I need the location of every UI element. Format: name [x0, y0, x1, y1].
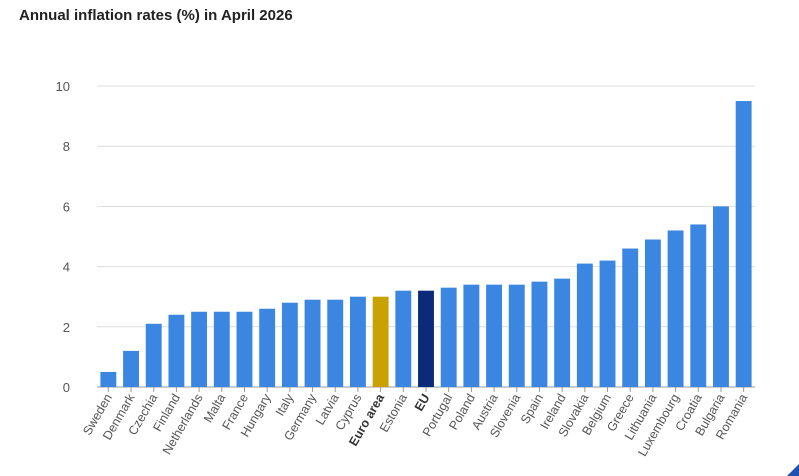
bar-slovenia — [508, 284, 525, 387]
bar-germany — [304, 299, 321, 387]
bar-sweden — [100, 371, 117, 387]
y-tick-label: 4 — [63, 260, 70, 275]
bar-romania — [735, 101, 752, 388]
bar-denmark — [123, 350, 139, 387]
bar-greece — [622, 248, 639, 387]
chart-title: Annual inflation rates (%) in April 2026 — [19, 7, 293, 24]
bar-cyprus — [349, 296, 366, 387]
y-tick-label: 8 — [63, 139, 70, 154]
bar-luxembourg — [667, 230, 684, 387]
bar-austria — [486, 284, 503, 387]
bar-ireland — [554, 278, 571, 387]
bar-netherlands — [191, 311, 208, 387]
bar-estonia — [395, 290, 412, 387]
bar-italy — [281, 302, 298, 387]
bar-finland — [168, 314, 185, 387]
bar-lithuania — [644, 239, 661, 387]
bar-czechia — [145, 323, 162, 387]
y-tick-label: 6 — [63, 199, 70, 214]
bar-malta — [213, 311, 230, 387]
corner-decoration-icon — [787, 464, 799, 476]
bar-latvia — [327, 299, 344, 387]
bar-belgium — [599, 260, 616, 387]
bar-poland — [463, 284, 480, 387]
x-tick-label-eu: EU — [412, 392, 433, 414]
bar-bulgaria — [713, 206, 729, 387]
bar-euro-area — [372, 296, 389, 387]
y-tick-label: 0 — [63, 380, 70, 395]
bar-spain — [531, 281, 548, 387]
bar-portugal — [440, 287, 457, 387]
y-tick-label: 10 — [56, 79, 70, 94]
bar-croatia — [690, 224, 707, 387]
bar-slovakia — [576, 263, 593, 387]
y-tick-label: 2 — [63, 320, 70, 335]
bar-eu — [418, 290, 434, 387]
bar-france — [236, 311, 253, 387]
bar-hungary — [259, 308, 276, 387]
